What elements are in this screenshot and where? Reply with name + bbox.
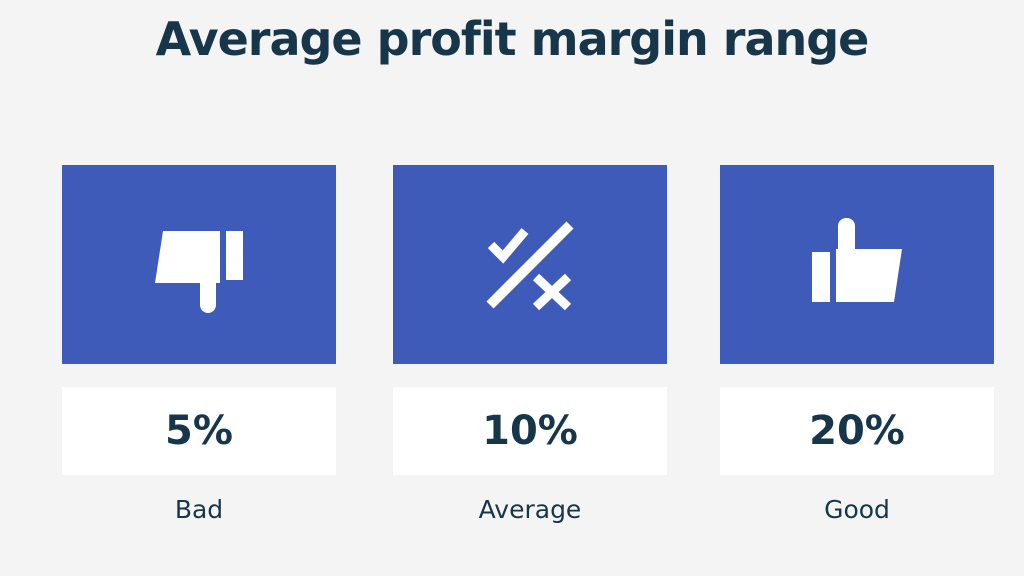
card-label: Good xyxy=(824,495,890,524)
card-value: 10% xyxy=(393,387,667,475)
thumbs-down-icon xyxy=(155,231,243,313)
card-icon-panel xyxy=(62,165,336,364)
card-icon-panel xyxy=(393,165,667,364)
card-label: Average xyxy=(478,495,582,524)
card-icon-panel xyxy=(720,165,994,364)
title: Average profit margin range xyxy=(155,12,870,66)
card-value: 20% xyxy=(720,387,994,475)
thumbs-up-icon xyxy=(812,218,902,302)
card-value: 5% xyxy=(62,387,336,475)
card-label: Bad xyxy=(174,495,224,524)
percent-icon xyxy=(486,221,574,311)
